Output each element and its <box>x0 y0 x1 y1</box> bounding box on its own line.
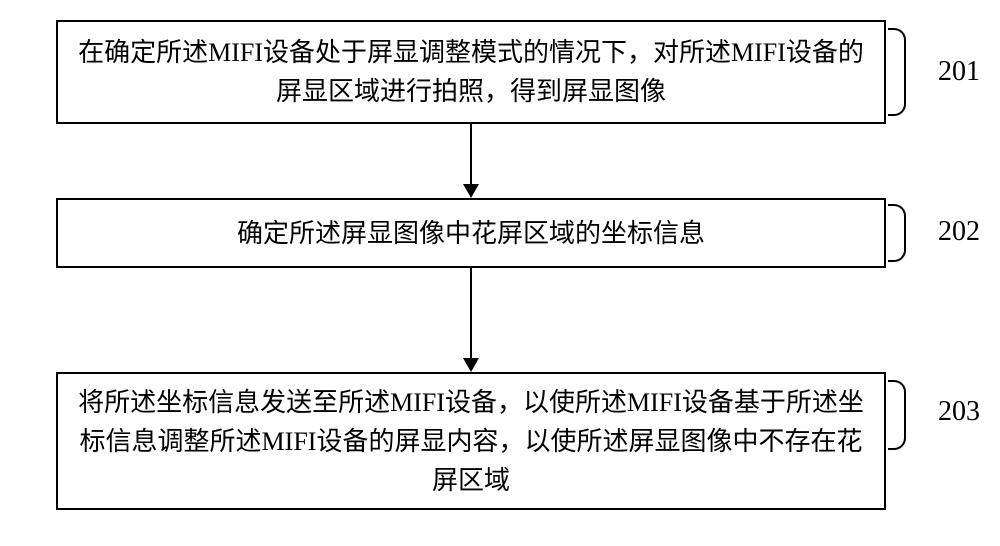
flowchart-canvas: 在确定所述MIFI设备处于屏显调整模式的情况下，对所述MIFI设备的屏显区域进行… <box>0 0 1000 546</box>
flow-node-step203: 将所述坐标信息发送至所述MIFI设备，以使所述MIFI设备基于所述坐标信息调整所… <box>56 372 886 510</box>
label-bracket <box>888 28 906 116</box>
node-text: 将所述坐标信息发送至所述MIFI设备，以使所述MIFI设备基于所述坐标信息调整所… <box>74 383 868 500</box>
flow-node-step202: 确定所述屏显图像中花屏区域的坐标信息 <box>56 198 886 268</box>
arrow-head <box>463 358 479 372</box>
node-text: 在确定所述MIFI设备处于屏显调整模式的情况下，对所述MIFI设备的屏显区域进行… <box>74 33 868 111</box>
arrow-line <box>470 124 472 184</box>
flow-node-step201: 在确定所述MIFI设备处于屏显调整模式的情况下，对所述MIFI设备的屏显区域进行… <box>56 20 886 124</box>
label-bracket <box>888 204 906 262</box>
step-label-201: 201 <box>938 56 980 88</box>
node-text: 确定所述屏显图像中花屏区域的坐标信息 <box>74 214 868 253</box>
label-bracket <box>888 380 906 450</box>
step-label-202: 202 <box>938 216 980 248</box>
step-label-203: 203 <box>938 396 980 428</box>
arrow-head <box>463 184 479 198</box>
arrow-line <box>470 268 472 358</box>
